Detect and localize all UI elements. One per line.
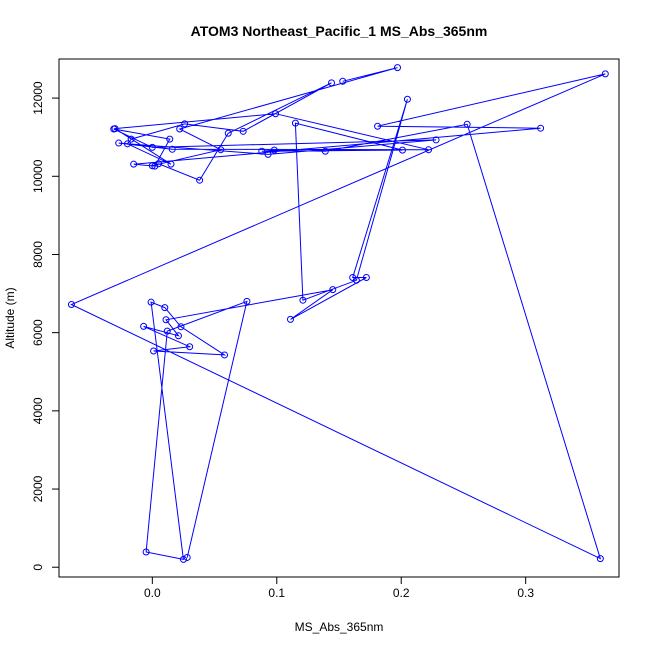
data-point xyxy=(404,96,410,102)
y-axis: 0 2000 4000 6000 8000 10000 12000 xyxy=(31,81,59,570)
plot-area xyxy=(59,59,619,577)
y-tick-label: 6000 xyxy=(31,319,45,346)
y-tick-label: 0 xyxy=(31,564,45,571)
series-polyline xyxy=(71,68,605,560)
y-axis-label: Altitude (m) xyxy=(3,287,17,348)
x-tick-label: 0.2 xyxy=(393,586,410,600)
x-tick-label: 0.3 xyxy=(517,586,534,600)
y-tick-label: 12000 xyxy=(31,81,45,115)
x-tick-label: 0.1 xyxy=(268,586,285,600)
data-points xyxy=(68,65,608,563)
y-tick-label: 10000 xyxy=(31,159,45,193)
x-axis-label: MS_Abs_365nm xyxy=(295,620,384,634)
x-tick-label: 0.0 xyxy=(144,586,161,600)
y-tick-label: 8000 xyxy=(31,241,45,268)
chart-title: ATOM3 Northeast_Pacific_1 MS_Abs_365nm xyxy=(191,23,488,39)
y-tick-label: 2000 xyxy=(31,475,45,502)
y-tick-label: 4000 xyxy=(31,397,45,424)
x-axis: 0.0 0.1 0.2 0.3 xyxy=(144,577,534,600)
series-line xyxy=(71,68,605,560)
